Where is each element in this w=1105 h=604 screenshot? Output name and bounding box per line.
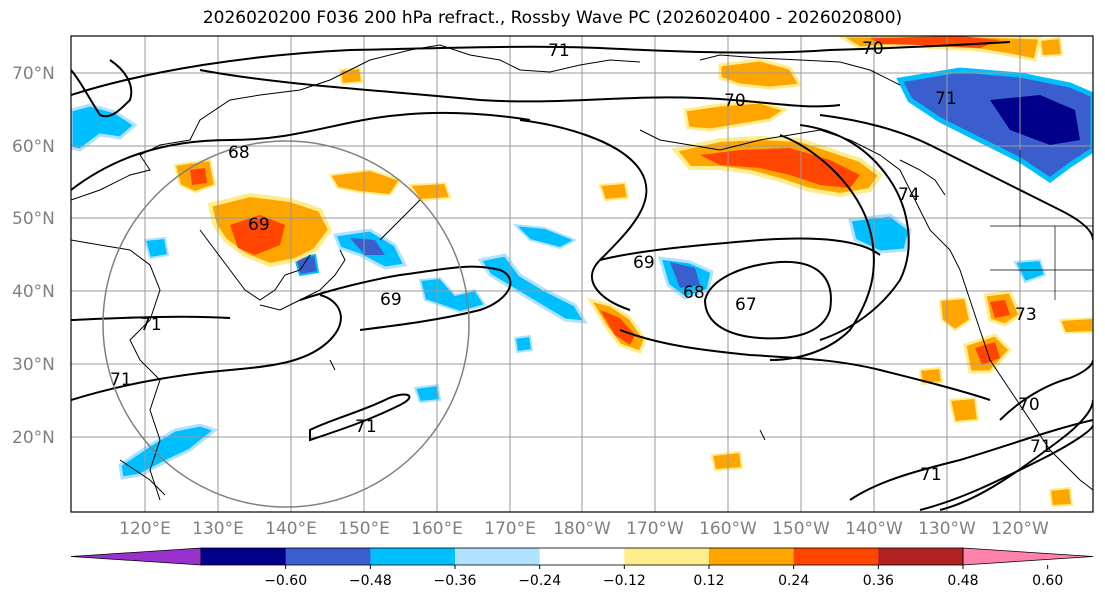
map-frame (70, 35, 1094, 513)
lon-label: 150°E (338, 519, 390, 539)
contour-label: 71 (1030, 437, 1052, 457)
colorbar-label: 0.48 (947, 573, 978, 589)
contour-label: 71 (110, 370, 132, 390)
contour-label: 70 (724, 91, 746, 111)
lon-label: 130°E (192, 519, 244, 539)
colorbar-swatch (878, 548, 964, 565)
colorbar-swatch (285, 548, 371, 565)
colorbar-label: 0.24 (778, 573, 809, 589)
refractivity-contours (71, 41, 1093, 511)
colorbar-swatch (201, 548, 287, 565)
map-title: 2026020200 F036 200 hPa refract., Rossby… (202, 8, 903, 28)
borders (873, 70, 1093, 300)
contour-label: 68 (683, 283, 705, 303)
colorbar-extend-high (962, 547, 1094, 566)
contour-label: 70 (1018, 395, 1040, 415)
colorbar-swatch (793, 548, 879, 565)
colorbar-label: −0.36 (434, 573, 477, 589)
colorbar-swatch (709, 548, 795, 565)
lat-label: 60°N (12, 137, 55, 157)
lon-label: 160°W (699, 519, 757, 539)
contour-label: 69 (248, 215, 270, 235)
contour-label: 74 (898, 185, 920, 205)
lon-label: 170°W (626, 519, 684, 539)
contour-label: 68 (228, 143, 250, 163)
colorbar-border (200, 547, 964, 566)
colorbar-swatch (624, 548, 710, 565)
colorbar-label: −0.48 (349, 573, 392, 589)
lat-label: 30°N (12, 355, 55, 375)
colorbar-label: 0.36 (863, 573, 894, 589)
longitude-labels: 120°E 130°E 140°E 150°E 160°E 170°E 180°… (119, 519, 1049, 539)
lat-label: 40°N (12, 282, 55, 302)
contour-label: 69 (633, 253, 655, 273)
colorbar-swatch (455, 548, 541, 565)
colorbar-label: −0.24 (518, 573, 561, 589)
contour-label: 73 (1015, 305, 1037, 325)
lat-label: 50°N (12, 209, 55, 229)
colorbar-label: −0.60 (264, 573, 307, 589)
colorbar-label: 0.60 (1032, 573, 1063, 589)
contour-label: 71 (920, 465, 942, 485)
colorbar-label: −0.12 (603, 573, 646, 589)
contour-label: 71 (355, 417, 377, 437)
colorbar: −0.60 −0.48 −0.36 −0.24 −0.12 0.12 0.24 0.36 0.4… (70, 547, 1094, 589)
contour-label: 67 (735, 295, 757, 315)
colorbar-label: 0.12 (693, 573, 724, 589)
lon-label: 130°W (918, 519, 976, 539)
colorbar-extend-low (70, 547, 202, 566)
lon-label: 170°E (484, 519, 536, 539)
contour-label: 70 (862, 39, 884, 59)
lon-label: 120°E (119, 519, 171, 539)
latitude-labels: 70°N 60°N 50°N 40°N 30°N 20°N (12, 64, 55, 448)
lat-label: 70°N (12, 64, 55, 84)
highlight-circle (102, 140, 470, 508)
lon-label: 180°W (553, 519, 611, 539)
lon-label: 140°E (265, 519, 317, 539)
lat-label: 20°N (12, 428, 55, 448)
contour-label: 71 (935, 89, 957, 109)
lon-label: 150°W (772, 519, 830, 539)
contour-label-group: 71 70 70 71 68 69 69 69 68 67 74 73 70 7… (110, 39, 1052, 485)
lon-label: 120°W (991, 519, 1049, 539)
colorbar-swatch (370, 548, 456, 565)
contour-label: 69 (380, 290, 402, 310)
contour-label: 71 (548, 41, 570, 61)
contour-label: 71 (140, 315, 162, 335)
lon-label: 140°W (845, 519, 903, 539)
colorbar-swatch (539, 548, 625, 565)
lon-label: 160°E (411, 519, 463, 539)
